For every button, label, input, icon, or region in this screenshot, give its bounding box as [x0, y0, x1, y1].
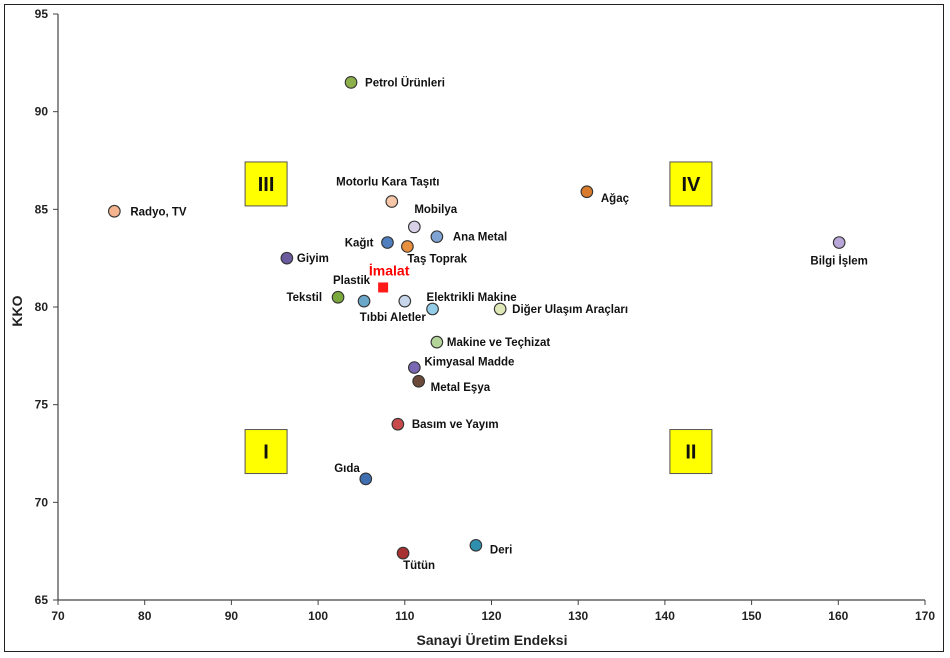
quadrant-box: [244, 429, 288, 475]
data-point-label: Tıbbi Aletler: [360, 312, 427, 324]
data-point-label: Kimyasal Madde: [424, 357, 514, 369]
data-point: [407, 220, 421, 234]
data-point-label: Basım ve Yayım: [412, 419, 499, 431]
quadrant-labels: III IVI II: [244, 161, 713, 475]
data-point-label: Bilgi İşlem: [810, 255, 868, 268]
quadrant-label: I: [263, 442, 269, 464]
x-tick-label: 90: [225, 609, 239, 623]
data-point: [832, 236, 846, 249]
y-tick-label: 70: [35, 495, 49, 509]
quadrant-label: IV: [681, 174, 701, 196]
data-point-label: Makine ve Teçhizat: [447, 337, 550, 349]
data-point: [426, 302, 439, 316]
x-axis-title: Sanayi Üretim Endeksi: [417, 632, 568, 648]
quadrant-box: [669, 429, 713, 475]
y-tick-label: 65: [35, 593, 49, 607]
data-point-label: Plastik: [333, 275, 371, 287]
data-point-label: Motorlu Kara Taşıtı: [336, 177, 439, 189]
y-tick-label: 95: [35, 7, 49, 21]
data-point: [407, 361, 421, 374]
data-point: [108, 204, 121, 218]
data-point: [331, 290, 345, 304]
data-point-label: Tekstil: [286, 292, 322, 304]
x-tick-label: 120: [481, 609, 501, 623]
y-tick-label: 85: [35, 202, 49, 216]
data-point: [469, 538, 483, 552]
data-point-label: Elektrikli Makine: [427, 292, 517, 304]
data-point: [280, 251, 294, 265]
quadrant-label: III: [258, 174, 275, 196]
data-point-label: Radyo, TV: [130, 206, 187, 218]
data-point: [401, 240, 414, 253]
data-point: [391, 417, 405, 431]
data-point: [412, 374, 426, 388]
data-point-label: Diğer Ulaşım Araçları: [512, 304, 628, 316]
data-point-label: Kağıt: [345, 238, 374, 250]
data-point-label: Metal Eşya: [431, 382, 491, 394]
data-point: [357, 294, 371, 308]
data-point-label: Ağaç: [601, 193, 630, 205]
x-tick-label: 80: [138, 609, 152, 623]
data-point-label: Petrol Ürünleri: [365, 76, 445, 89]
data-point: [398, 294, 412, 308]
data-point: [430, 230, 444, 244]
x-tick-label: 140: [655, 609, 675, 623]
x-tick-label: 160: [828, 609, 848, 623]
data-point: [381, 236, 394, 249]
data-point-label: Taş Toprak: [407, 253, 467, 265]
x-tick-label: 170: [915, 609, 935, 623]
y-axis-title: KKO: [9, 295, 25, 326]
data-point-imalat: [378, 282, 389, 293]
x-tick-label: 130: [568, 609, 588, 623]
data-point-label: Tütün: [403, 560, 435, 572]
data-point-label: Mobilya: [414, 204, 457, 216]
data-point-label: İmalat: [369, 262, 410, 278]
data-point: [344, 76, 358, 89]
data-point: [396, 546, 410, 560]
y-tick-label: 75: [35, 398, 49, 412]
quadrant-box: [669, 161, 713, 207]
x-tick-label: 70: [51, 609, 65, 623]
axes: 70 80 90 100 110 120 130 140 150 160 1706570758085…: [35, 7, 936, 623]
data-points: Petrol Ürünleri Motorlu Kara Taşıtı Ağaç Ra…: [108, 76, 868, 572]
data-point-label: Deri: [490, 544, 512, 556]
data-point: [430, 335, 444, 349]
data-point: [359, 472, 373, 486]
data-point-label: Ana Metal: [453, 232, 507, 244]
data-point: [385, 195, 399, 208]
quadrant-box: [244, 161, 288, 207]
x-tick-label: 100: [308, 609, 328, 623]
y-tick-label: 90: [35, 105, 49, 119]
x-tick-label: 150: [742, 609, 762, 623]
x-tick-label: 110: [395, 609, 415, 623]
data-point-label: Giyim: [297, 253, 329, 265]
quadrant-label: II: [685, 442, 696, 464]
data-point: [580, 185, 594, 199]
y-tick-label: 80: [35, 300, 49, 314]
data-point-label: Gıda: [334, 463, 360, 475]
data-point: [493, 302, 507, 316]
